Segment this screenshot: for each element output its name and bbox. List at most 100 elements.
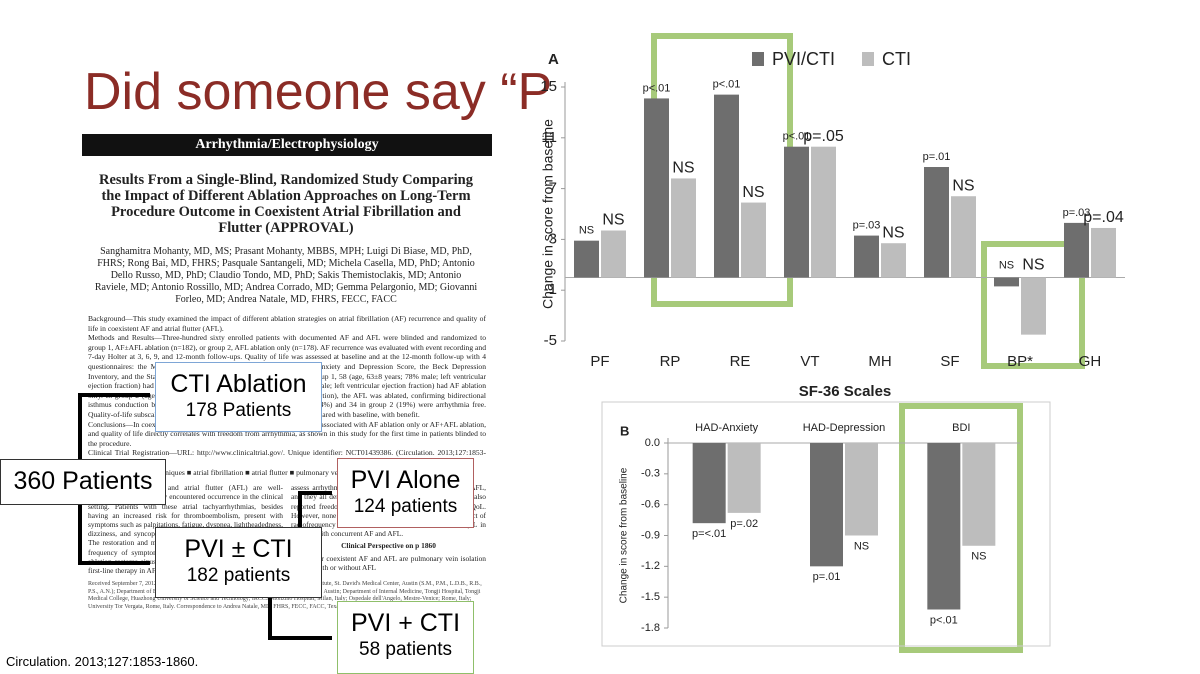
bar-annotation: p<.01 (930, 614, 958, 626)
bar-annotation: p<.01 (783, 131, 811, 143)
bar-annotation: p=<.01 (692, 528, 726, 540)
x-tick-label: PF (590, 353, 609, 370)
bar (962, 443, 996, 546)
flow-node: PVI ± CTI 182 patients (155, 527, 322, 598)
x-tick-label: GH (1079, 353, 1102, 370)
y-tick-label: -0.6 (641, 499, 660, 511)
x-tick-label: MH (868, 353, 891, 370)
x-tick-label: RP (660, 353, 681, 370)
bar (881, 243, 906, 278)
y-tick-label: -1 (544, 281, 557, 298)
bar-annotation: NS (602, 212, 624, 229)
bar (671, 178, 696, 278)
x-tick-label: SF (940, 353, 959, 370)
bar-annotation: NS (854, 540, 869, 552)
y-tick-label: -0.9 (641, 529, 660, 541)
bar-annotation: p<.01 (643, 82, 671, 94)
panel-label: B (620, 423, 629, 438)
flow-node: 360 Patients (0, 459, 166, 505)
panel-frame (601, 401, 1051, 647)
bar-annotation: NS (971, 551, 986, 563)
legend-label: PVI/CTI (772, 49, 835, 69)
bar (1064, 222, 1089, 278)
node-label: 360 Patients (13, 467, 153, 495)
bar (924, 167, 949, 278)
x-tick-label: HAD-Anxiety (695, 422, 758, 434)
bar (1021, 277, 1046, 335)
paper-title: Results From a Single-Blind, Randomized … (99, 172, 473, 236)
flow-node: PVI Alone 124 patients (337, 458, 474, 528)
bar-annotation: NS (952, 177, 974, 194)
bar (951, 196, 976, 278)
y-tick-label: 3 (549, 230, 557, 247)
bar (644, 98, 669, 278)
legend-label: CTI (882, 49, 911, 69)
legend-swatch (752, 52, 764, 66)
y-tick-label: 0.0 (645, 437, 660, 449)
bar-annotation: NS (999, 259, 1014, 271)
bar-annotation: NS (672, 160, 694, 177)
bar (692, 443, 726, 524)
node-sublabel: 124 patients (353, 496, 458, 517)
node-sublabel: 182 patients (186, 565, 291, 586)
y-tick-label: 11 (541, 129, 557, 146)
flow-node: CTI Ablation 178 Patients (155, 362, 322, 432)
abstract-background: Background—This study examined the impac… (88, 314, 486, 333)
bar-annotation: NS (1022, 257, 1044, 274)
bar-annotation: p=.04 (1083, 209, 1124, 226)
bar-annotation: NS (742, 184, 764, 201)
x-tick-label: HAD-Depression (803, 422, 886, 434)
node-sublabel: 178 Patients (185, 400, 292, 421)
x-tick-label: VT (800, 353, 819, 370)
bar-annotation: p=.03 (1063, 207, 1091, 219)
bar (784, 146, 809, 278)
y-tick-label: 15 (540, 78, 557, 95)
node-sublabel: 58 patients (359, 639, 452, 660)
y-tick-label: -1.2 (641, 560, 660, 572)
y-tick-label: -1.8 (641, 622, 660, 634)
node-label: PVI + CTI (350, 609, 461, 637)
bar (1091, 227, 1116, 278)
paper-authors: Sanghamitra Mohanty, MD, MS; Prasant Moh… (94, 246, 478, 305)
bar-annotation: p<.01 (713, 79, 741, 91)
bar-annotation: p=.03 (853, 219, 881, 231)
node-label: PVI Alone (350, 466, 461, 494)
bar (811, 146, 836, 278)
bar-annotation: p=.01 (923, 151, 951, 163)
highlight (981, 241, 1085, 369)
y-axis-title: Change in score from baseline (540, 119, 556, 309)
node-label: CTI Ablation (170, 370, 307, 398)
legend-swatch (862, 52, 874, 66)
bar-annotation: NS (579, 225, 594, 237)
bar (601, 230, 626, 278)
paper-section: Arrhythmia/Electrophysiology (82, 134, 492, 156)
bar (574, 240, 599, 278)
bar (994, 277, 1019, 287)
bar (927, 443, 961, 610)
y-tick-label: -1.5 (641, 591, 660, 603)
bar-annotation: p=.01 (813, 571, 841, 583)
bar (810, 443, 843, 567)
bar (714, 94, 739, 278)
perspective: Clinical Perspective on p 1860 (341, 541, 436, 551)
bar-annotation: p=.05 (803, 128, 844, 145)
y-tick-label: -0.3 (641, 468, 660, 480)
x-tick-label: BP* (1007, 353, 1033, 370)
body-text: options for coexistent AF and AFL are pu… (291, 553, 486, 572)
bar (727, 443, 761, 513)
panel-label: A (548, 51, 559, 68)
x-tick-label: RE (730, 353, 751, 370)
node-label: PVI ± CTI (184, 535, 293, 563)
x-axis-title: SF-36 Scales (799, 383, 892, 400)
citation: Circulation. 2013;127:1853-1860. (6, 654, 199, 669)
bar-annotation: NS (882, 224, 904, 241)
bar (741, 202, 766, 278)
slide-title: Did someone say “P (84, 63, 553, 121)
bar (854, 235, 879, 278)
x-tick-label: BDI (952, 422, 970, 434)
y-tick-label: -5 (544, 332, 557, 349)
keywords: Key Words: ablation techniques ■ atrial … (88, 467, 347, 477)
y-axis-title: Change in score from baseline (619, 467, 630, 603)
